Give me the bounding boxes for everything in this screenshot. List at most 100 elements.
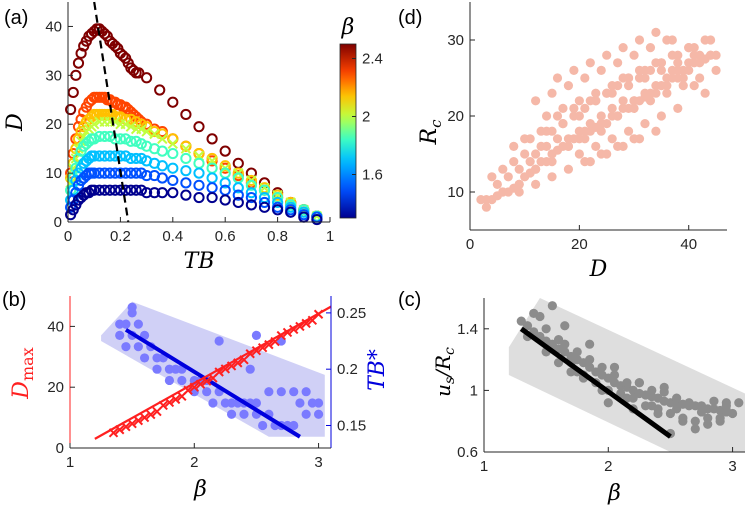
data-point: [481, 202, 492, 212]
tb-star-point: [127, 302, 137, 312]
tb-star-point: [139, 353, 150, 363]
data-point-circle: [130, 116, 142, 128]
data-point: [602, 149, 612, 159]
data-point: [596, 126, 606, 136]
data-point: [585, 157, 595, 167]
data-point-circle: [104, 94, 116, 106]
data-point: [705, 35, 716, 45]
data-point-circle: [154, 84, 166, 96]
x-tick-label: 40: [680, 236, 697, 253]
data-point-circle: [232, 167, 244, 179]
x-tick-label: 20: [571, 236, 588, 253]
data-point-circle: [206, 191, 218, 204]
data-point-circle: [120, 133, 132, 145]
data-point-circle: [65, 201, 77, 213]
data-point-x-marker: [157, 133, 168, 145]
panel-label: (b): [2, 289, 26, 311]
y-axis-label: D: [3, 113, 28, 132]
panel-label: (a): [4, 7, 28, 29]
data-point: [591, 141, 601, 151]
data-point: [536, 126, 546, 136]
data-point: [541, 111, 552, 121]
data-point-circle: [83, 187, 95, 199]
data-point-circle: [167, 133, 179, 145]
data-point: [498, 164, 508, 174]
data-point-circle: [193, 121, 205, 133]
x-tick-label: 1: [66, 454, 74, 471]
data-point: [585, 355, 595, 365]
data-point-circle: [93, 167, 106, 179]
data-point: [695, 73, 705, 83]
data-point-x-marker: [125, 121, 137, 132]
tb-star-point: [313, 409, 324, 419]
data-point-circle: [245, 187, 257, 199]
right-y-tick-label: 0.25: [337, 305, 366, 322]
data-point-circle: [133, 67, 145, 79]
panel-label: (d): [398, 7, 422, 29]
data-point-circle: [99, 167, 111, 179]
data-point: [609, 362, 620, 372]
colorbar-tick-label: 2.4: [362, 51, 383, 68]
data-point: [618, 141, 628, 151]
left-y-axis-label: Dmax: [9, 347, 37, 399]
data-point-circle: [130, 152, 142, 165]
data-point-circle: [148, 187, 161, 199]
x-tick-label: 2: [190, 454, 198, 471]
data-point: [662, 88, 672, 98]
data-point-circle: [125, 113, 137, 125]
data-point: [558, 103, 568, 113]
data-point: [520, 134, 530, 144]
data-point: [629, 96, 639, 106]
data-point: [585, 58, 595, 68]
tb-star-fit-line: [124, 328, 301, 439]
data-point: [647, 401, 657, 411]
data-point-circle: [180, 177, 192, 189]
data-point: [651, 126, 661, 136]
data-point-circle: [125, 167, 137, 179]
data-point: [678, 73, 688, 83]
data-point: [603, 398, 613, 408]
data-point: [640, 119, 650, 129]
data-point: [574, 126, 584, 136]
series-beta-1.85: [65, 130, 323, 222]
data-point: [690, 416, 700, 426]
data-point-circle: [125, 184, 137, 196]
tb-star-point: [164, 375, 175, 386]
x-tick-label: 2: [604, 458, 612, 475]
tb-star-point: [226, 409, 237, 419]
data-point: [667, 65, 677, 75]
data-point: [684, 398, 694, 408]
panel-label: (c): [398, 289, 421, 311]
data-point: [653, 408, 663, 419]
data-point: [552, 111, 563, 121]
data-point: [689, 50, 699, 60]
colorbar-tick-label: 1.6: [362, 167, 383, 184]
data-point-circle: [99, 130, 111, 143]
data-point-circle: [206, 172, 218, 184]
x-tick-label: 0.6: [215, 228, 236, 245]
data-point: [520, 149, 530, 159]
data-point-circle: [114, 111, 127, 123]
data-point: [580, 103, 590, 113]
data-point: [690, 424, 700, 434]
data-point: [503, 172, 513, 182]
dmax-points: [108, 309, 324, 438]
data-point-circle: [232, 196, 244, 209]
y-tick-label: 0: [56, 440, 64, 457]
data-point: [569, 65, 579, 75]
y-axis-label: us/Rc: [431, 347, 458, 397]
data-point: [673, 58, 683, 68]
x-axis-label: β: [607, 481, 621, 506]
data-point: [531, 179, 541, 189]
data-point-circle: [114, 99, 127, 111]
data-point-circle: [258, 184, 271, 196]
tb-star-point: [208, 398, 218, 408]
tb-star-point: [133, 342, 143, 352]
data-point: [547, 88, 557, 98]
data-point-circle: [180, 165, 192, 177]
x-tick-label: 0.2: [110, 228, 131, 245]
data-point-circle: [93, 184, 106, 196]
y-tick-label: 0: [54, 214, 62, 231]
data-point: [645, 43, 656, 53]
